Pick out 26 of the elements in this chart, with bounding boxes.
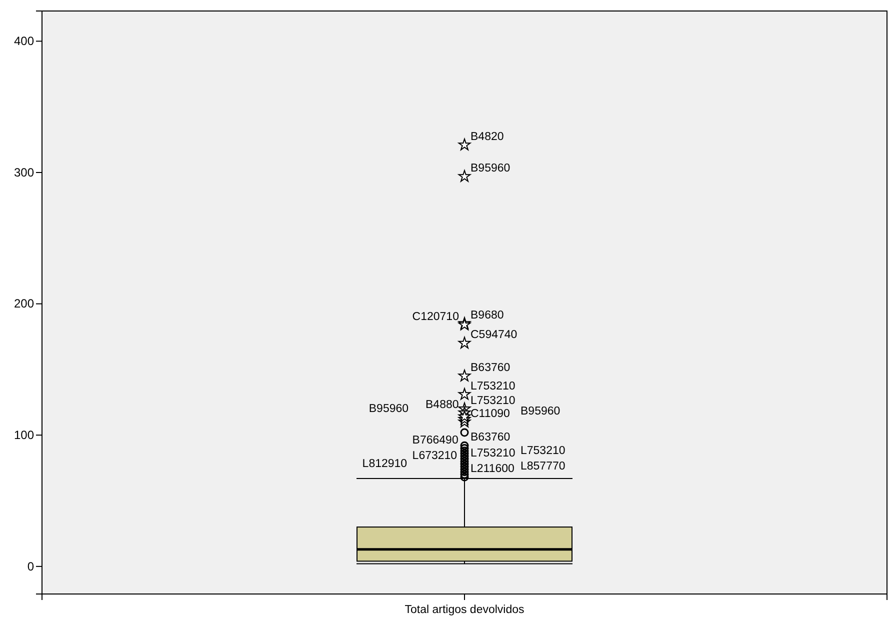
y-tick-label: 300 bbox=[14, 165, 34, 180]
annotation: B95960 bbox=[470, 162, 510, 174]
x-tick-label: Total artigos devolvidos bbox=[404, 604, 525, 616]
annotation: C594740 bbox=[470, 329, 518, 342]
annotation: L857770 bbox=[520, 460, 566, 473]
y-tick-label: 0 bbox=[27, 559, 34, 574]
annotation: B766490 bbox=[412, 434, 458, 446]
annotation: L753210 bbox=[470, 394, 516, 407]
annotation: C120710 bbox=[412, 310, 459, 323]
annotation: C11090 bbox=[470, 408, 510, 420]
y-tick-label: 400 bbox=[14, 34, 34, 48]
annotation: B63760 bbox=[470, 432, 510, 444]
annotation: L812910 bbox=[362, 458, 408, 470]
y-tick-label: 100 bbox=[14, 428, 34, 442]
annotation: B4820 bbox=[470, 130, 504, 143]
annotation: B9680 bbox=[470, 310, 504, 322]
annotation: B4880 bbox=[426, 398, 459, 411]
annotation: L753210 bbox=[520, 444, 566, 457]
annotation: B95960 bbox=[368, 402, 409, 415]
y-tick-label: 200 bbox=[14, 296, 34, 311]
annotation: B63760 bbox=[470, 362, 510, 374]
annotation: L753210 bbox=[470, 380, 516, 392]
annotation: L673210 bbox=[412, 450, 458, 462]
annotation: L753210 bbox=[470, 447, 516, 460]
annotation: L211600 bbox=[470, 463, 514, 476]
annotation: B95960 bbox=[520, 405, 560, 418]
